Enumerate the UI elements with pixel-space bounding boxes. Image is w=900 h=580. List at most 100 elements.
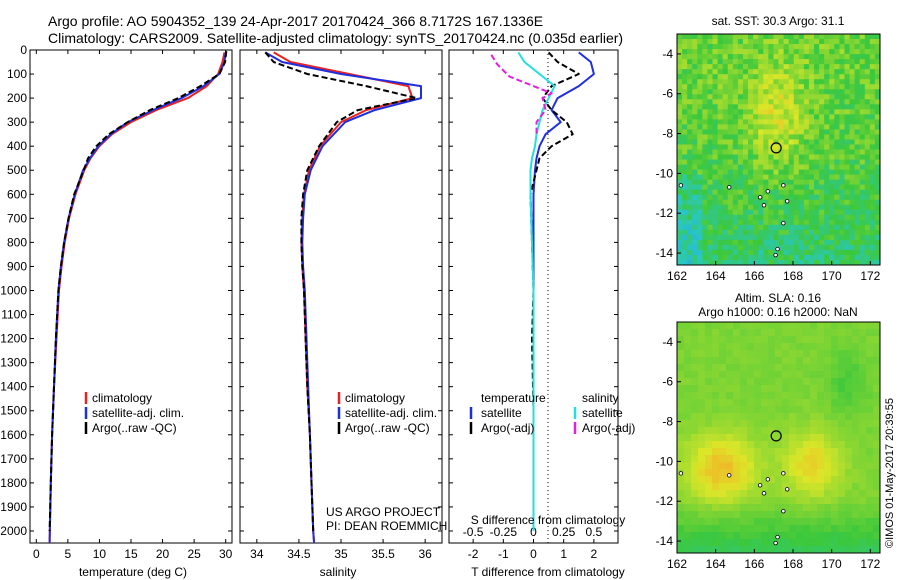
- map-cell: [783, 89, 790, 95]
- map-cell: [712, 455, 720, 463]
- map-cell: [829, 144, 835, 150]
- map-cell: [844, 169, 850, 176]
- map-cell: [844, 239, 850, 246]
- map-cell: [697, 154, 703, 160]
- map-cell: [773, 199, 779, 206]
- map-cell: [702, 54, 708, 60]
- map-cell: [819, 154, 825, 160]
- map-cell: [692, 69, 698, 75]
- map-cell: [803, 434, 811, 442]
- map-cell: [691, 504, 699, 512]
- island-mark: [678, 471, 684, 476]
- map-cell: [705, 357, 713, 365]
- map-cell: [782, 392, 790, 400]
- map-cell: [732, 74, 739, 80]
- map-cell: [803, 184, 810, 191]
- map-cell: [817, 392, 825, 400]
- map-cell: [737, 84, 744, 90]
- map-cell: [726, 476, 734, 484]
- map-cell: [798, 179, 805, 186]
- map-cell: [768, 224, 774, 231]
- map-cell: [788, 144, 795, 150]
- map-cell: [758, 34, 764, 40]
- map-cell: [733, 385, 741, 393]
- map-cell: [824, 532, 832, 540]
- map-cell: [707, 154, 713, 160]
- map-cell: [712, 392, 720, 400]
- map-cell: [722, 69, 729, 75]
- map-cell: [831, 483, 839, 491]
- x-tick-label: 1: [560, 547, 567, 561]
- map-cell: [782, 322, 790, 330]
- map-cell: [778, 89, 784, 95]
- map-cell: [726, 385, 734, 393]
- map-cell: [824, 239, 830, 246]
- map-cell: [717, 194, 724, 201]
- x-tick-label: 10: [93, 547, 107, 561]
- map-cell: [803, 34, 810, 40]
- map-cell: [803, 378, 811, 386]
- map-cell: [687, 259, 693, 266]
- map-cell: [824, 229, 830, 236]
- map-cell: [726, 462, 734, 470]
- map-cell: [692, 74, 698, 80]
- map-cell: [702, 169, 708, 176]
- map-cell: [768, 129, 774, 135]
- map-cell: [677, 49, 683, 55]
- map-cell: [839, 209, 845, 216]
- map-cell: [691, 511, 699, 519]
- map-cell: [712, 174, 718, 181]
- map-cell: [866, 420, 874, 428]
- island-mark: [773, 252, 778, 258]
- map-cell: [831, 322, 839, 330]
- legend-label: satellite-adj. clim.: [92, 406, 184, 420]
- map-cell: [748, 89, 754, 95]
- map-cell: [852, 497, 860, 505]
- map-cell: [810, 413, 818, 421]
- map-cell: [702, 134, 708, 140]
- map-cell: [831, 427, 839, 435]
- map-cell: [754, 322, 762, 330]
- map-cell: [722, 199, 729, 206]
- map-cell: [677, 54, 683, 60]
- map-cell: [768, 179, 774, 186]
- map-cell: [810, 336, 818, 344]
- map-cell: [758, 249, 764, 256]
- map-cell: [727, 144, 734, 150]
- map-cell: [742, 139, 749, 145]
- map-cell: [698, 357, 706, 365]
- map-cell: [712, 350, 720, 358]
- map-cell: [697, 79, 703, 85]
- map-cell: [783, 109, 790, 115]
- map-cell: [788, 244, 795, 251]
- map-cell: [782, 546, 790, 554]
- map-cell: [782, 357, 790, 365]
- map-cell: [803, 199, 810, 206]
- map-cell: [733, 406, 741, 414]
- map-cell: [687, 54, 693, 60]
- map-cell: [732, 124, 739, 130]
- map-cell: [758, 224, 764, 231]
- map-cell: [859, 149, 866, 155]
- map-cell: [859, 159, 866, 165]
- map-cell: [789, 343, 797, 351]
- map-cell: [869, 109, 876, 115]
- x-tick-label: 35: [334, 547, 348, 561]
- map-cell: [753, 69, 759, 75]
- map-cell: [778, 189, 784, 196]
- map-cell: [677, 504, 685, 512]
- map-cell: [768, 399, 776, 407]
- map-cell: [697, 129, 703, 135]
- map-cell: [753, 194, 759, 201]
- map-cell: [824, 104, 830, 110]
- map-cell: [707, 159, 713, 165]
- map-cell: [758, 59, 764, 65]
- s-tick-label: 0: [530, 525, 537, 539]
- map-cell: [788, 54, 795, 60]
- map-cell: [845, 406, 853, 414]
- difference-legend: temperature satellite Argo(-adj) salinit…: [469, 391, 635, 435]
- map-cell: [803, 229, 810, 236]
- map-cell: [866, 532, 874, 540]
- map-cell: [712, 518, 720, 526]
- map-cell: [722, 254, 729, 261]
